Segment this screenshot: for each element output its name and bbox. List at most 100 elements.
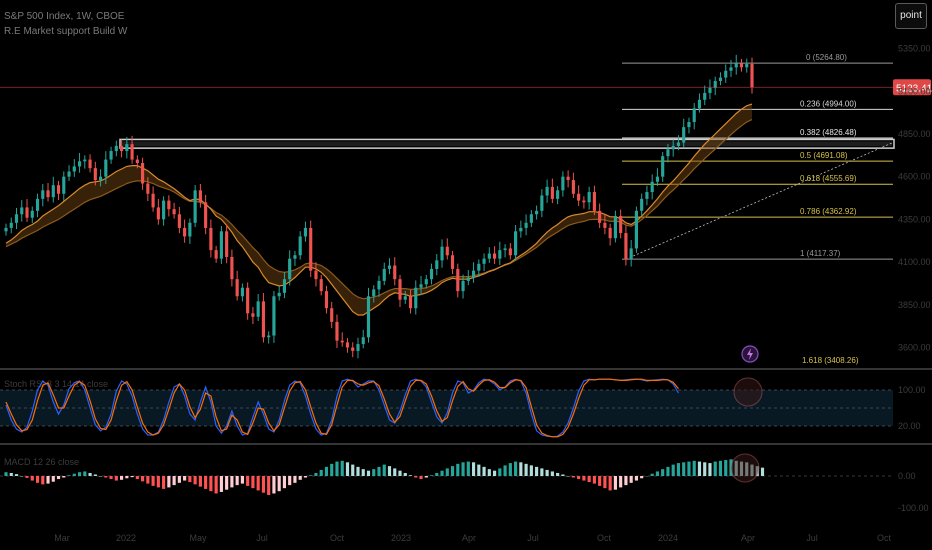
time-axis-tick: Jul <box>256 533 268 543</box>
candle-body <box>162 200 166 220</box>
candle-body <box>114 145 118 152</box>
macd-bar <box>67 475 71 476</box>
time-axis-tick: 2024 <box>658 533 678 543</box>
candle-body <box>303 227 308 237</box>
candle-body <box>493 253 497 259</box>
candle-body <box>214 250 218 259</box>
candle-body <box>671 145 675 150</box>
macd-bar <box>498 468 502 476</box>
candle-body <box>225 231 229 257</box>
candle-body <box>661 156 665 177</box>
macd-bar <box>146 476 150 484</box>
candle-body <box>408 296 413 309</box>
candle-body <box>524 222 528 228</box>
macd-bar <box>293 476 297 483</box>
candle-body <box>251 313 255 317</box>
candle-body <box>356 344 360 351</box>
macd-bar <box>450 466 455 476</box>
candle-body <box>508 248 512 256</box>
candle-body <box>130 144 134 160</box>
macd-bar <box>267 476 271 495</box>
candle-body <box>598 210 602 223</box>
macd-bar <box>319 469 323 476</box>
time-axis-tick: Mar <box>54 533 70 543</box>
candle-body <box>739 63 744 68</box>
candle-body <box>450 255 455 269</box>
ema-fast-line <box>5 103 753 316</box>
macd-bar <box>393 468 397 476</box>
candle-body <box>703 92 707 100</box>
candle-body <box>135 159 139 163</box>
macd-bar <box>566 476 570 477</box>
macd-bar <box>624 476 628 486</box>
macd-bar <box>629 476 633 483</box>
macd-bar <box>235 476 239 486</box>
candle-body <box>188 222 192 237</box>
macd-bar <box>151 476 155 486</box>
candle-body <box>403 296 407 300</box>
candle-body <box>41 190 45 199</box>
candle-body <box>487 253 491 259</box>
macd-bar <box>204 476 208 489</box>
macd-bar <box>545 469 549 476</box>
time-axis-tick: Jul <box>527 533 539 543</box>
candle-body <box>261 301 265 338</box>
candle-body <box>634 210 638 249</box>
macd-bar <box>83 471 87 476</box>
macd-bar <box>550 471 554 476</box>
candle-body <box>535 210 539 215</box>
macd-bar <box>592 476 596 484</box>
macd-bar <box>14 474 19 476</box>
price-axis-tick: 5100.00 <box>898 86 931 96</box>
macd-bar <box>162 476 166 489</box>
macd-bar <box>671 464 675 476</box>
candle-body <box>288 258 292 280</box>
macd-bar <box>582 476 586 481</box>
macd-bar <box>309 475 313 476</box>
macd-bar <box>687 461 691 476</box>
fib-level-label: 0.236 (4994.00) <box>800 99 857 108</box>
candle-body <box>335 321 339 341</box>
macd-bar <box>718 460 723 476</box>
macd-bar <box>72 473 76 476</box>
macd-bar <box>645 476 649 477</box>
macd-bar <box>613 476 617 490</box>
macd-bar <box>482 466 486 476</box>
macd-bar <box>193 476 197 485</box>
candle-body <box>718 77 723 81</box>
price-axis-tick: 4850.00 <box>898 129 931 139</box>
candle-body <box>592 192 596 211</box>
time-axis-tick: May <box>189 533 207 543</box>
macd-bar <box>177 476 181 483</box>
candle-body <box>503 248 507 251</box>
candle-body <box>734 63 738 68</box>
fib-level-label: 0.618 (4555.69) <box>800 174 857 183</box>
macd-bar <box>335 461 339 476</box>
macd-bar <box>340 460 344 476</box>
macd-bar <box>125 476 129 479</box>
macd-bar <box>697 461 702 476</box>
candle-body <box>498 250 502 259</box>
candle-body <box>62 176 66 194</box>
macd-axis-tick: 0.00 <box>898 471 916 481</box>
macd-bar <box>41 476 45 485</box>
candle-body <box>198 190 202 203</box>
candle-body <box>141 163 145 184</box>
macd-bar <box>540 468 544 476</box>
stoch-rsi-panel: Stoch RSI 3 3 14 14 close 100.00 20.00 <box>0 377 926 438</box>
candle-body <box>456 268 460 292</box>
candle-body <box>98 176 103 181</box>
candle-body <box>219 231 223 259</box>
macd-bar <box>403 472 407 476</box>
macd-bar <box>561 474 565 476</box>
macd-bar <box>377 466 381 476</box>
macd-bar <box>429 475 434 476</box>
price-axis-tick: 4100.00 <box>898 257 931 267</box>
stoch-axis-tick: 20.00 <box>898 421 921 431</box>
candle-body <box>167 200 171 210</box>
macd-bar <box>514 461 518 476</box>
macd-bar <box>261 476 265 493</box>
point-button[interactable]: point <box>895 3 927 29</box>
macd-panel: MACD 12 26 close 0.00 -100.00 <box>0 453 929 513</box>
